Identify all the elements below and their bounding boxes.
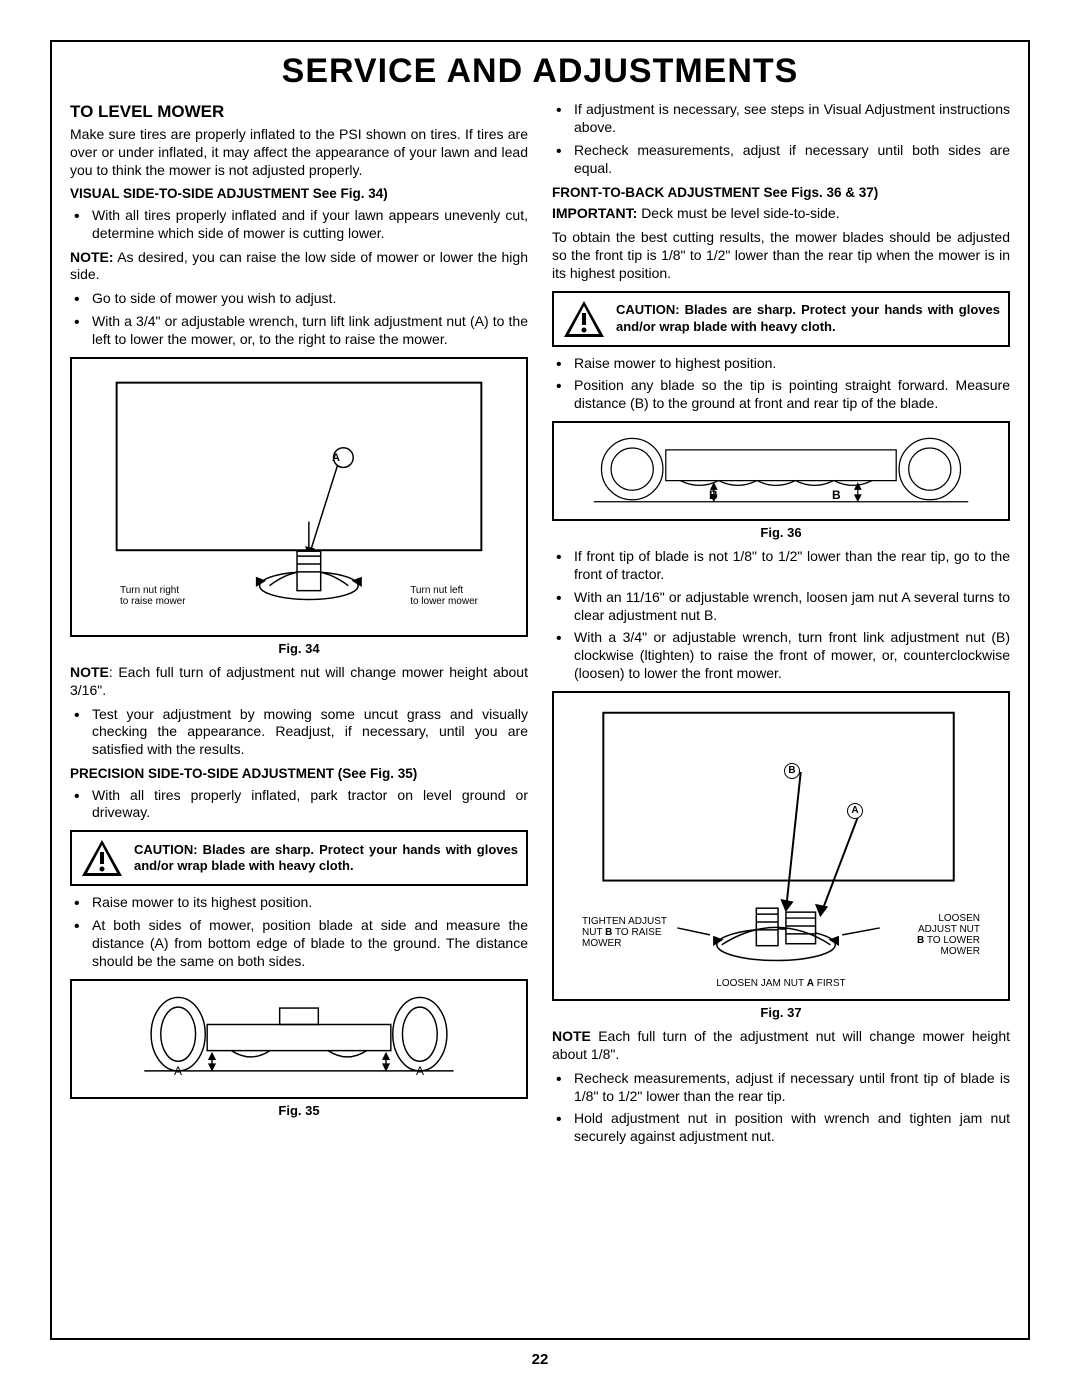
list-item: With a 3/4" or adjustable wrench, turn l…: [92, 313, 528, 349]
sub-visual-side: VISUAL SIDE-TO-SIDE ADJUSTMENT See Fig. …: [70, 185, 528, 202]
fig34-right-text: Turn nut left to lower mower: [410, 585, 478, 607]
bullet-list-5: Raise mower to its highest position. At …: [70, 894, 528, 971]
bullet-list-1: With all tires properly inflated and if …: [70, 207, 528, 243]
list-item: With all tires properly inflated, park t…: [92, 787, 528, 823]
fig37-left-text: TIGHTEN ADJUST NUT B TO RAISE MOWER: [582, 916, 667, 949]
fig37-caption: Fig. 37: [552, 1005, 1010, 1022]
figure-35: A A: [70, 979, 528, 1099]
figure-34: A Turn nut right to raise mower Turn nut…: [70, 357, 528, 637]
note-right-1: NOTE Each full turn of the adjustment nu…: [552, 1028, 1010, 1064]
right-column: If adjustment is necessary, see steps in…: [552, 101, 1010, 1152]
list-item: With all tires properly inflated and if …: [92, 207, 528, 243]
important-line: IMPORTANT: Deck must be level side-to-si…: [552, 205, 1010, 223]
list-item: Raise mower to highest position.: [574, 355, 1010, 373]
page-frame: SERVICE AND ADJUSTMENTS TO LEVEL MOWER M…: [50, 40, 1030, 1340]
bullet-list-r4: Recheck measurements, adjust if necessar…: [552, 1070, 1010, 1147]
bullet-list-2: Go to side of mower you wish to adjust. …: [70, 290, 528, 349]
content-columns: TO LEVEL MOWER Make sure tires are prope…: [70, 101, 1010, 1152]
fig34-caption: Fig. 34: [70, 641, 528, 658]
fig37-right-text: LOOSEN ADJUST NUT B TO LOWER MOWER: [917, 913, 980, 957]
intro-paragraph: Make sure tires are properly inflated to…: [70, 126, 528, 180]
list-item: Test your adjustment by mowing some uncu…: [92, 706, 528, 760]
figure-36: B B: [552, 421, 1010, 521]
sub-precision-side: PRECISION SIDE-TO-SIDE ADJUSTMENT (See F…: [70, 765, 528, 782]
fig37-bottom-text: LOOSEN JAM NUT A FIRST: [554, 978, 1008, 989]
fig35-a-right: A: [416, 1064, 424, 1079]
note-1: NOTE: As desired, you can raise the low …: [70, 249, 528, 285]
list-item: With a 3/4" or adjustable wrench, turn f…: [574, 629, 1010, 683]
page-number: 22: [532, 1351, 549, 1368]
list-item: With an 11/16" or adjustable wrench, loo…: [574, 589, 1010, 625]
bullet-list-r3: If front tip of blade is not 1/8" to 1/2…: [552, 548, 1010, 683]
list-item: Position any blade so the tip is pointin…: [574, 377, 1010, 413]
bullet-list-3: Test your adjustment by mowing some uncu…: [70, 706, 528, 760]
fig35-a-left: A: [174, 1064, 182, 1079]
main-title: SERVICE AND ADJUSTMENTS: [70, 52, 1010, 91]
figure-37: B A TIGHTEN ADJUST NUT B TO RAISE MOWER …: [552, 691, 1010, 1001]
list-item: Raise mower to its highest position.: [92, 894, 528, 912]
bullet-list-r1: If adjustment is necessary, see steps in…: [552, 101, 1010, 178]
bullet-list-r2: Raise mower to highest position. Positio…: [552, 355, 1010, 414]
fig36-b1: B: [709, 488, 718, 503]
fig35-svg: [72, 981, 526, 1097]
left-column: TO LEVEL MOWER Make sure tires are prope…: [70, 101, 528, 1152]
sub-front-to-back: FRONT-TO-BACK ADJUSTMENT See Figs. 36 & …: [552, 184, 1010, 201]
fig36-svg: [554, 423, 1008, 519]
list-item: If adjustment is necessary, see steps in…: [574, 101, 1010, 137]
caution-text-1: CAUTION: Blades are sharp. Protect your …: [134, 842, 518, 875]
fig36-caption: Fig. 36: [552, 525, 1010, 542]
caution-box-2: CAUTION: Blades are sharp. Protect your …: [552, 291, 1010, 347]
front-back-para: To obtain the best cutting results, the …: [552, 229, 1010, 283]
note-2: NOTE: Each full turn of adjustment nut w…: [70, 664, 528, 700]
warning-icon: [80, 838, 124, 878]
heading-to-level-mower: TO LEVEL MOWER: [70, 101, 528, 123]
list-item: At both sides of mower, position blade a…: [92, 917, 528, 971]
fig36-b2: B: [832, 488, 841, 503]
warning-icon: [562, 299, 606, 339]
caution-text-2: CAUTION: Blades are sharp. Protect your …: [616, 302, 1000, 335]
list-item: Recheck measurements, adjust if necessar…: [574, 1070, 1010, 1106]
fig35-caption: Fig. 35: [70, 1103, 528, 1120]
list-item: Recheck measurements, adjust if necessar…: [574, 142, 1010, 178]
bullet-list-4: With all tires properly inflated, park t…: [70, 787, 528, 823]
caution-box-1: CAUTION: Blades are sharp. Protect your …: [70, 830, 528, 886]
list-item: Go to side of mower you wish to adjust.: [92, 290, 528, 308]
list-item: Hold adjustment nut in position with wre…: [574, 1110, 1010, 1146]
fig34-label-a: A: [332, 451, 340, 465]
list-item: If front tip of blade is not 1/8" to 1/2…: [574, 548, 1010, 584]
fig34-left-text: Turn nut right to raise mower: [120, 585, 186, 607]
